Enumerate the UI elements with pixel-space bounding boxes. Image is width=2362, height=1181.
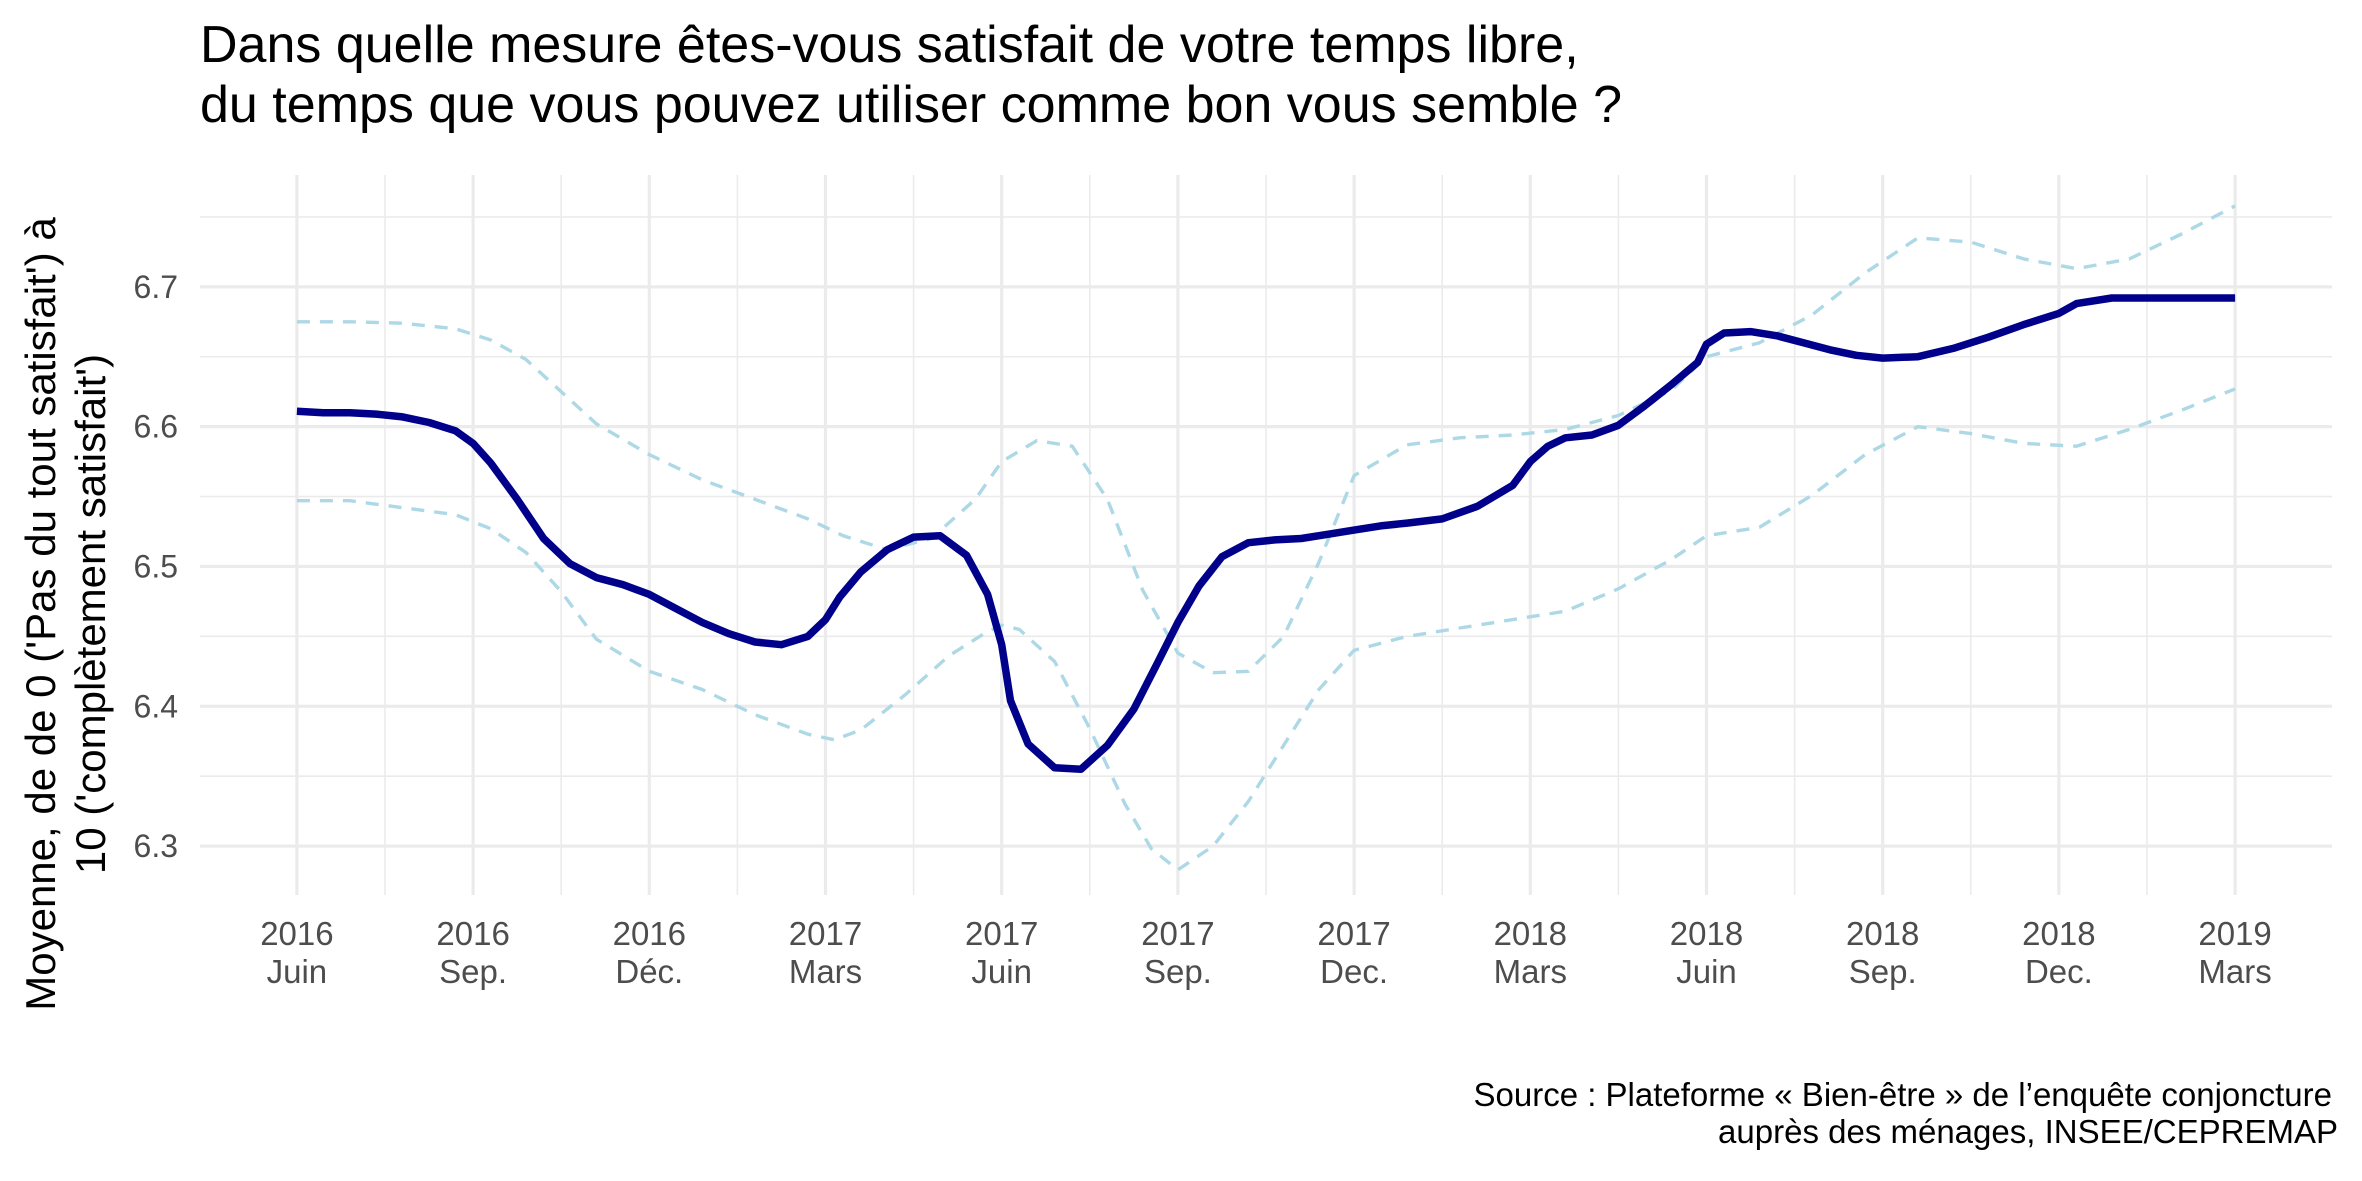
x-tick-label-line: 2016 xyxy=(613,915,686,952)
x-tick-label-line: 2018 xyxy=(1846,915,1919,952)
plot-area xyxy=(296,204,2236,872)
x-tick-label-line: 2017 xyxy=(1141,915,1214,952)
x-tick-label: 2019 Mars xyxy=(2198,915,2271,990)
x-tick-label-line: 2019 xyxy=(2198,915,2271,952)
grid xyxy=(200,175,2332,895)
x-tick-label: 2016 Juin xyxy=(260,915,333,990)
caption-line-1: Source : Plateforme « Bien-être » de l’e… xyxy=(1473,1076,2332,1113)
mean-line xyxy=(296,294,2236,773)
x-tick-label-line: Dec. xyxy=(1320,953,1388,990)
x-tick-label-line: Mars xyxy=(2198,953,2271,990)
x-tick-label-line: Sep. xyxy=(1144,953,1212,990)
x-tick-label: 2016 Sep. xyxy=(436,915,509,990)
x-tick-label-line: 2017 xyxy=(965,915,1038,952)
x-tick-label-line: Juin xyxy=(971,953,1032,990)
x-tick-label-line: 2016 xyxy=(436,915,509,952)
x-tick-label: 2016 Déc. xyxy=(613,915,686,990)
x-tick-label-line: 2017 xyxy=(789,915,862,952)
y-tick-label: 6.3 xyxy=(134,828,178,864)
y-axis-label-line-2: 10 ('complètement satisfait') xyxy=(67,354,114,874)
lower-bound-line xyxy=(296,387,2236,872)
y-axis-label-line-1: Moyenne, de de 0 ('Pas du tout satisfait… xyxy=(17,217,64,1011)
chart-title-line-2: du temps que vous pouvez utiliser comme … xyxy=(200,76,1622,134)
x-tick-label: 2018 Dec. xyxy=(2022,915,2095,990)
x-tick-label-line: 2017 xyxy=(1317,915,1390,952)
x-tick-label: 2018 Mars xyxy=(1494,915,1567,990)
x-tick-label-line: 2018 xyxy=(1494,915,1567,952)
x-tick-label-line: Sep. xyxy=(439,953,507,990)
x-tick-label-line: 2018 xyxy=(2022,915,2095,952)
y-axis-label: Moyenne, de de 0 ('Pas du tout satisfait… xyxy=(17,217,114,1011)
x-tick-label: 2018 Juin xyxy=(1670,915,1743,990)
x-tick-label: 2017 Juin xyxy=(965,915,1038,990)
x-tick-label-line: Sep. xyxy=(1849,953,1917,990)
x-tick-label-line: 2018 xyxy=(1670,915,1743,952)
caption: Source : Plateforme « Bien-être » de l’e… xyxy=(1473,1076,2338,1150)
x-tick-label-line: Juin xyxy=(1676,953,1737,990)
y-tick-label: 6.4 xyxy=(134,688,178,724)
upper-bound-line xyxy=(296,204,2236,675)
x-tick-label-line: Mars xyxy=(789,953,862,990)
y-tick-label: 6.5 xyxy=(134,548,178,584)
y-axis-tick-labels: 6.3 6.4 6.5 6.6 6.7 xyxy=(134,269,178,864)
caption-line-2: auprès des ménages, INSEE/CEPREMAP xyxy=(1718,1113,2338,1150)
x-tick-label-line: Dec. xyxy=(2025,953,2093,990)
x-tick-label-line: Juin xyxy=(267,953,328,990)
y-tick-label: 6.7 xyxy=(134,269,178,305)
x-tick-label: 2017 Sep. xyxy=(1141,915,1214,990)
x-tick-label: 2018 Sep. xyxy=(1846,915,1919,990)
chart-title-line-1: Dans quelle mesure êtes-vous satisfait d… xyxy=(200,16,1579,74)
chart-title: Dans quelle mesure êtes-vous satisfait d… xyxy=(200,16,1622,134)
x-tick-label: 2017 Dec. xyxy=(1317,915,1390,990)
x-tick-label-line: Mars xyxy=(1494,953,1567,990)
x-tick-label-line: Déc. xyxy=(615,953,683,990)
x-tick-label-line: 2016 xyxy=(260,915,333,952)
x-tick-label: 2017 Mars xyxy=(789,915,862,990)
y-tick-label: 6.6 xyxy=(134,409,178,445)
